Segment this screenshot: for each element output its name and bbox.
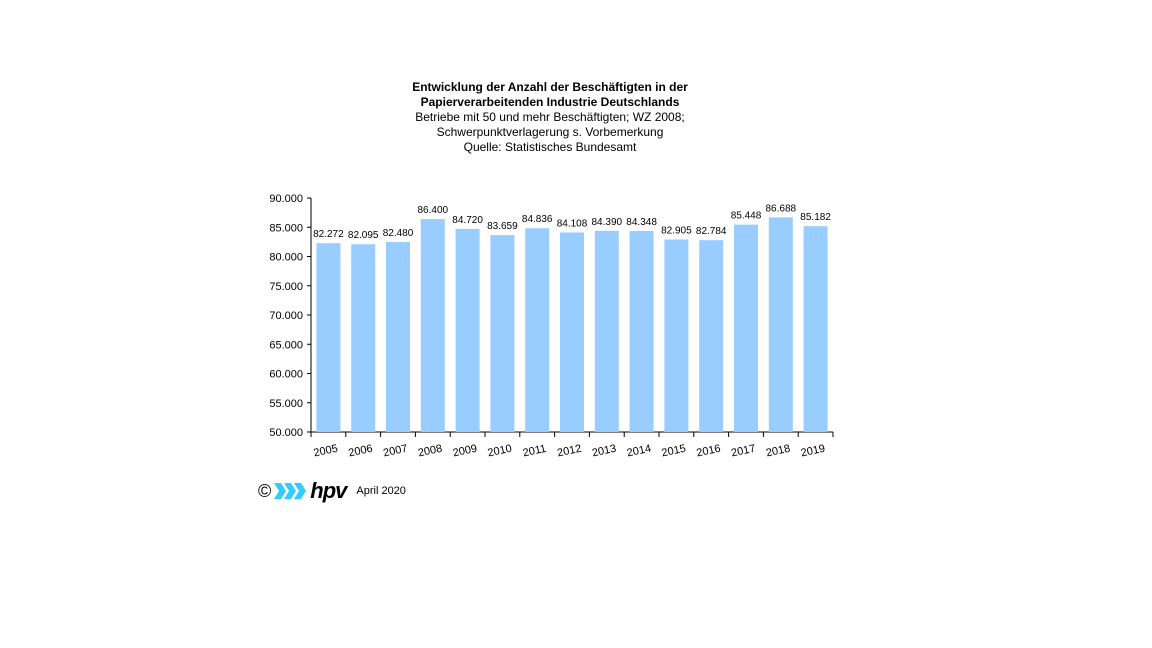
bar xyxy=(664,239,689,432)
x-tick-label: 2013 xyxy=(591,443,617,460)
y-tick-label: 85.000 xyxy=(269,222,303,234)
x-tick-label: 2015 xyxy=(661,443,687,460)
bar-value-label: 83.659 xyxy=(487,221,518,232)
bar-value-label: 82.480 xyxy=(383,228,414,239)
bar xyxy=(560,232,584,432)
bar xyxy=(594,230,619,432)
x-tick-label: 2005 xyxy=(313,443,339,460)
bar-value-label: 82.095 xyxy=(348,230,379,241)
bar xyxy=(420,219,445,432)
bar xyxy=(490,235,515,432)
x-tick-label: 2006 xyxy=(347,443,373,460)
bar-value-label: 85.448 xyxy=(731,211,762,222)
hpv-chevron-logo-icon xyxy=(274,483,307,499)
bar-value-label: 85.182 xyxy=(800,212,831,223)
bar-value-label: 82.905 xyxy=(661,226,692,237)
chart-subtitle-3: Quelle: Statistisches Bundesamt xyxy=(463,140,637,154)
bar xyxy=(525,228,550,432)
x-tick-label: 2018 xyxy=(765,443,791,460)
y-tick-label: 55.000 xyxy=(269,398,303,410)
y-tick-label: 70.000 xyxy=(269,310,303,322)
bar xyxy=(351,244,376,432)
bar-value-label: 86.688 xyxy=(766,203,797,214)
bar xyxy=(699,240,724,432)
bar xyxy=(734,224,758,432)
bar-value-label: 84.108 xyxy=(557,218,588,229)
y-tick-label: 60.000 xyxy=(269,369,303,381)
y-tick-label: 80.000 xyxy=(269,252,303,264)
bar-value-label: 86.400 xyxy=(418,205,449,216)
bar xyxy=(455,228,480,432)
bar xyxy=(316,243,341,432)
bar-value-label: 84.836 xyxy=(522,214,553,225)
x-tick-label: 2007 xyxy=(382,443,408,460)
bar-value-label: 84.348 xyxy=(626,217,657,228)
x-tick-label: 2014 xyxy=(626,443,652,460)
chart-title: Entwicklung der Anzahl der Beschäftigten… xyxy=(412,80,688,94)
x-tick-label: 2011 xyxy=(522,443,548,460)
bar-value-label: 84.720 xyxy=(452,215,483,226)
copyright-symbol: © xyxy=(258,481,272,501)
x-tick-label: 2019 xyxy=(800,443,826,460)
x-tick-label: 2009 xyxy=(452,443,478,460)
y-tick-label: 75.000 xyxy=(269,281,303,293)
bar xyxy=(386,241,410,432)
chart-title-line2: Papierverarbeitenden Industrie Deutschla… xyxy=(420,95,680,109)
x-tick-label: 2010 xyxy=(487,443,513,460)
x-tick-label: 2012 xyxy=(556,443,582,460)
hpv-logo-text: hpv xyxy=(310,478,347,503)
x-tick-label: 2016 xyxy=(695,443,721,460)
footer-date: April 2020 xyxy=(356,485,406,497)
bar-value-label: 84.390 xyxy=(592,217,623,228)
bar xyxy=(768,217,793,432)
y-tick-label: 65.000 xyxy=(269,339,303,351)
bar-value-label: 82.272 xyxy=(313,229,344,240)
x-tick-label: 2008 xyxy=(417,443,443,460)
bar xyxy=(803,226,828,432)
chart-subtitle-2: Schwerpunktverlagerung s. Vorbemerkung xyxy=(436,125,664,139)
chart-title-block: Entwicklung der Anzahl der Beschäftigten… xyxy=(340,80,760,155)
chart-subtitle-1: Betriebe mit 50 und mehr Beschäftigten; … xyxy=(415,110,685,124)
y-tick-label: 90.000 xyxy=(269,193,303,205)
footer: © hpv April 2020 xyxy=(258,478,406,504)
bar-value-label: 82.784 xyxy=(696,226,727,237)
bar xyxy=(629,231,654,432)
x-tick-label: 2017 xyxy=(730,443,756,460)
y-tick-label: 50.000 xyxy=(269,427,303,439)
